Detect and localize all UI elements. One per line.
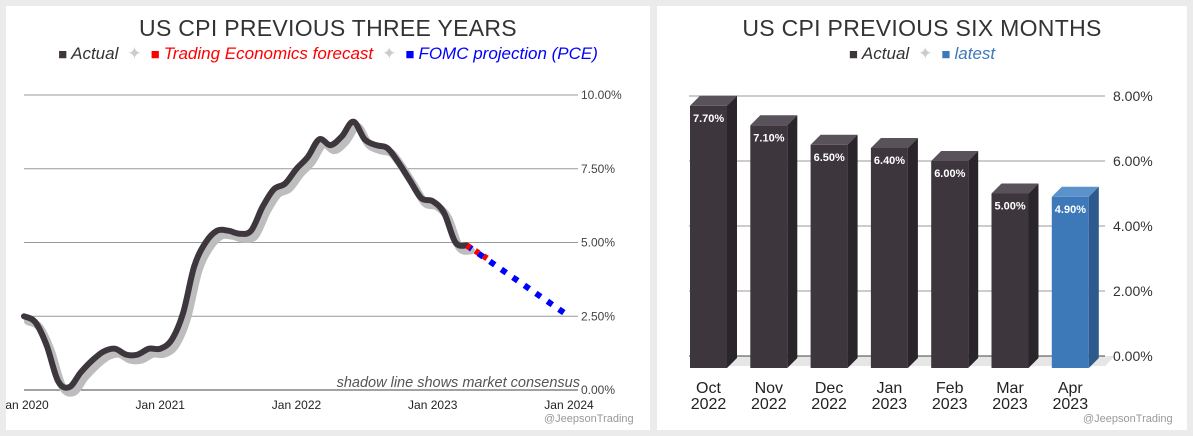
bar-top-face bbox=[931, 151, 979, 161]
bar-side-face bbox=[727, 95, 737, 368]
legend-item-latest: ■ latest bbox=[941, 44, 996, 63]
y-tick-label: 7.50% bbox=[581, 162, 615, 176]
y-tick-label: 10.00% bbox=[581, 88, 622, 102]
y-tick-label: 2.50% bbox=[581, 309, 615, 323]
right-chart-panel: US CPI PREVIOUS SIX MONTHS ■ Actual ✦ ■ late… bbox=[657, 6, 1187, 430]
bar-value-label: 6.50% bbox=[814, 152, 845, 164]
bar-side-face bbox=[1088, 186, 1099, 368]
right-chart-legend: ■ Actual ✦ ■ latest bbox=[657, 44, 1187, 64]
y-tick-label: 6.00% bbox=[1113, 153, 1153, 169]
legend-separator-icon: ✦ bbox=[127, 44, 142, 63]
y-tick-label: 0.00% bbox=[581, 383, 615, 397]
x-tick-label: 2022 bbox=[751, 396, 787, 413]
x-tick-label: 2023 bbox=[1053, 396, 1089, 413]
bar-feb-2023 bbox=[931, 161, 969, 368]
legend-item-actual: ■ Actual bbox=[58, 44, 119, 63]
legend-item-fomc: ■ FOMC projection (PCE) bbox=[405, 44, 598, 63]
bar-mar-2023 bbox=[991, 193, 1029, 368]
bar-dec-2022 bbox=[810, 144, 848, 368]
bar-oct-2022 bbox=[690, 105, 727, 368]
legend-item-actual: ■ Actual bbox=[848, 44, 910, 63]
right-chart-plot: 0.00%2.00%4.00%6.00%8.00%7.70%Oct20227.1… bbox=[689, 88, 1153, 413]
x-tick-label: Jan bbox=[877, 380, 903, 397]
bar-value-label: 6.00% bbox=[934, 168, 965, 180]
bar-top-face bbox=[690, 95, 737, 106]
bar-side-face bbox=[847, 134, 858, 368]
bar-side-face bbox=[968, 151, 979, 368]
bar-value-label: 7.70% bbox=[693, 113, 724, 125]
bar-side-face bbox=[907, 138, 918, 368]
te-forecast-line bbox=[465, 242, 492, 263]
x-tick-label: Mar bbox=[996, 380, 1024, 397]
bar-top-face bbox=[1051, 186, 1099, 197]
bar-top-face bbox=[870, 138, 918, 148]
legend-separator-icon: ✦ bbox=[382, 44, 397, 63]
bar-top-face bbox=[810, 134, 858, 145]
x-tick-label: 2022 bbox=[811, 396, 847, 413]
left-chart-title: US CPI PREVIOUS THREE YEARS bbox=[139, 15, 517, 41]
x-tick-label: 2023 bbox=[932, 396, 968, 413]
right-chart-title: US CPI PREVIOUS SIX MONTHS bbox=[742, 15, 1102, 41]
x-tick-label: Jan 2022 bbox=[272, 398, 322, 412]
y-tick-label: 5.00% bbox=[581, 236, 615, 250]
bar-top-face bbox=[750, 115, 798, 126]
legend-swatch-te-forecast: ■ bbox=[150, 46, 160, 63]
bar-value-label: 7.10% bbox=[753, 132, 784, 144]
left-chart-legend: ■ Actual ✦ ■ Trading Economics forecast ✦ ■ FOM… bbox=[6, 44, 650, 64]
bar-value-label: 4.90% bbox=[1055, 204, 1086, 216]
left-chart-plot: 0.00% 2.50% 5.00% 7.50% 10.00% Jan 2020 Jan 20… bbox=[6, 88, 622, 412]
x-tick-label: Jan 2024 bbox=[544, 398, 594, 412]
x-tick-label: 2023 bbox=[872, 396, 908, 413]
x-tick-label: Feb bbox=[936, 380, 964, 397]
x-tick-label: 2022 bbox=[691, 396, 727, 413]
legend-swatch-fomc: ■ bbox=[405, 46, 415, 63]
bar-side-face bbox=[1028, 183, 1039, 368]
x-tick-label: 2023 bbox=[992, 396, 1028, 413]
bar-side-face bbox=[787, 115, 798, 368]
y-tick-label: 4.00% bbox=[1113, 218, 1153, 234]
bar-value-label: 5.00% bbox=[995, 201, 1026, 213]
fomc-projection-line bbox=[465, 242, 571, 319]
bar-top-face bbox=[991, 183, 1039, 194]
x-tick-label: Dec bbox=[815, 380, 843, 397]
bar-apr-2023 bbox=[1051, 196, 1089, 368]
legend-swatch-latest: ■ bbox=[941, 46, 951, 63]
x-tick-label: Jan 2020 bbox=[6, 398, 49, 412]
y-tick-label: 2.00% bbox=[1113, 283, 1153, 299]
actual-cpi-line bbox=[21, 118, 470, 391]
x-tick-label: Apr bbox=[1058, 380, 1084, 397]
x-tick-label: Jan 2023 bbox=[408, 398, 458, 412]
x-tick-label: Oct bbox=[696, 380, 721, 397]
legend-separator-icon: ✦ bbox=[918, 44, 933, 63]
x-tick-label: Jan 2021 bbox=[136, 398, 186, 412]
legend-swatch-actual: ■ bbox=[58, 46, 68, 63]
bar-nov-2022 bbox=[750, 125, 788, 368]
left-chart-panel: US CPI PREVIOUS THREE YEARS ■ Actual ✦ ■ Tra… bbox=[6, 6, 650, 430]
chart-annotation: shadow line shows market consensus bbox=[337, 375, 580, 391]
y-tick-label: 8.00% bbox=[1113, 88, 1153, 104]
watermark: @JeepsonTrading bbox=[1083, 413, 1173, 425]
legend-item-te-forecast: ■ Trading Economics forecast bbox=[150, 44, 374, 63]
y-tick-label: 0.00% bbox=[1113, 348, 1153, 364]
x-tick-label: Nov bbox=[755, 380, 783, 397]
legend-swatch-actual: ■ bbox=[848, 46, 858, 63]
bar-value-label: 6.40% bbox=[874, 155, 905, 167]
watermark: @JeepsonTrading bbox=[544, 413, 634, 425]
bar-jan-2023 bbox=[870, 148, 908, 368]
